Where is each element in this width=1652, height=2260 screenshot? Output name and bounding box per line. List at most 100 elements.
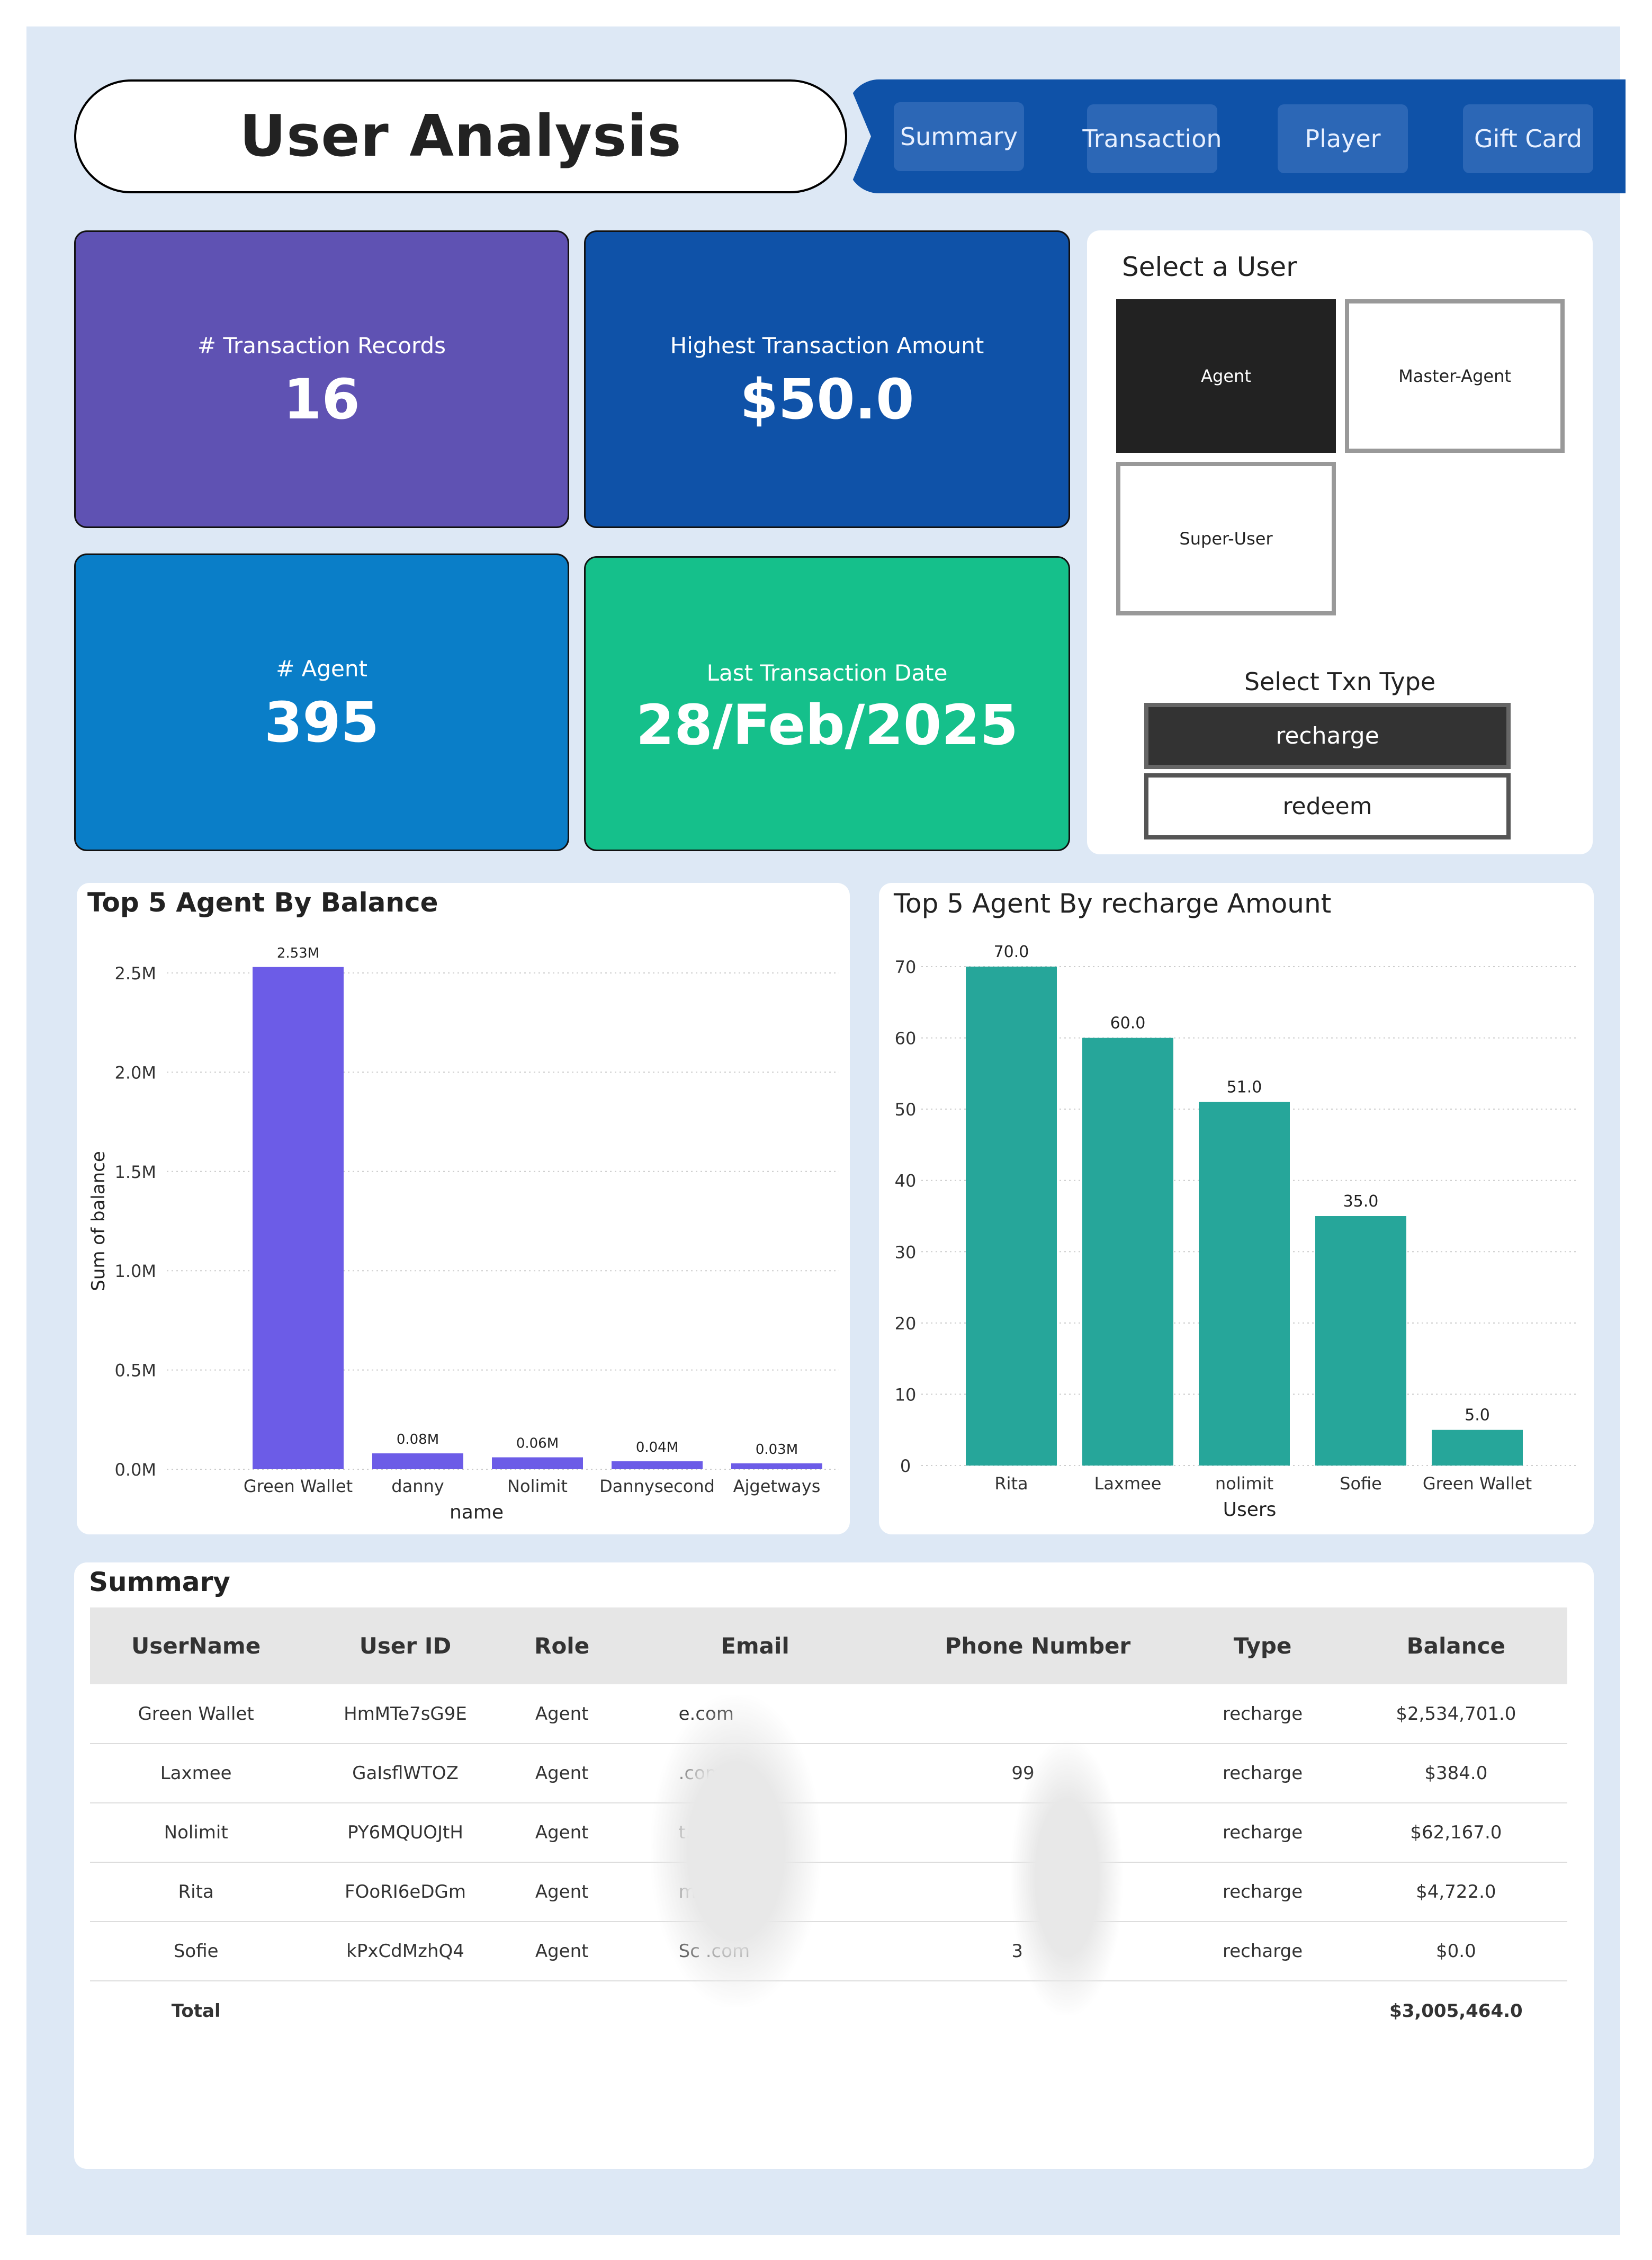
data-label: 0.04M xyxy=(636,1440,678,1455)
y-tick-label: 2.5M xyxy=(115,963,157,984)
table-header-row: UserName User ID Role Email Phone Number… xyxy=(90,1607,1567,1684)
cell-type: recharge xyxy=(1223,1763,1303,1784)
summary-panel: Summary xyxy=(74,1562,1594,2169)
cell-type: recharge xyxy=(1223,1941,1303,1962)
y-axis-label: Sum of balance xyxy=(88,1151,109,1291)
y-tick-label: 20 xyxy=(895,1314,917,1334)
bar xyxy=(1315,1216,1406,1466)
x-axis-label: name xyxy=(450,1502,504,1523)
cell-role: Agent xyxy=(535,1941,589,1962)
cell-user-id: GaIsflWTOZ xyxy=(352,1763,459,1784)
data-label: 35.0 xyxy=(1343,1192,1379,1211)
nav-summary-button[interactable]: Summary xyxy=(894,102,1024,171)
cell-role: Agent xyxy=(535,1763,589,1784)
kpi-card-transaction-records: # Transaction Records 16 xyxy=(74,230,569,528)
y-tick-label: 60 xyxy=(895,1029,917,1049)
cell-balance: $0.0 xyxy=(1436,1941,1476,1962)
bar xyxy=(731,1463,822,1469)
page-title: User Analysis xyxy=(239,103,682,169)
y-tick-label: 50 xyxy=(895,1100,917,1120)
summary-table: UserName User ID Role Email Phone Number… xyxy=(90,1607,1567,2040)
chart-title: Top 5 Agent By Balance xyxy=(87,887,438,918)
cell-balance: $2,534,701.0 xyxy=(1396,1703,1516,1725)
cell-role: Agent xyxy=(535,1822,589,1843)
column-header-user-id[interactable]: User ID xyxy=(359,1633,452,1659)
bar xyxy=(1082,1038,1173,1466)
recharge-bar-chart: 0 10 20 30 40 50 60 70 70.0 Rita 60.0 Laxmee 51.0 nol… xyxy=(895,943,1578,1521)
data-label: 51.0 xyxy=(1227,1078,1262,1097)
user-option-agent[interactable]: Agent xyxy=(1116,299,1336,453)
y-tick-label: 1.0M xyxy=(115,1261,157,1281)
x-tick-label: nolimit xyxy=(1215,1473,1273,1494)
kpi-label: # Agent xyxy=(276,656,367,682)
select-txn-type-title: Select Txn Type xyxy=(1244,667,1436,696)
cell-username: Sofie xyxy=(173,1941,219,1962)
cell-phone xyxy=(895,1684,1180,1744)
chart-panel-recharge: Top 5 Agent By recharge Amount 0 10 20 30 40… xyxy=(879,883,1594,1534)
column-header-role[interactable]: Role xyxy=(534,1633,590,1659)
column-header-username[interactable]: UserName xyxy=(131,1633,261,1659)
cell-balance: $4,722.0 xyxy=(1416,1881,1496,1902)
table-total-row: Total $3,005,464.0 xyxy=(90,1981,1567,2040)
user-option-master-agent[interactable]: Master-Agent xyxy=(1345,299,1565,453)
privacy-blur-phone xyxy=(1011,1740,1123,2015)
bar xyxy=(1199,1102,1290,1466)
y-tick-label: 1.5M xyxy=(115,1162,157,1182)
x-tick-label: Green Wallet xyxy=(1423,1473,1532,1494)
cell-username: Rita xyxy=(178,1881,214,1902)
cell-balance: $384.0 xyxy=(1424,1763,1488,1784)
x-tick-label: Laxmee xyxy=(1094,1473,1162,1494)
total-empty-cell xyxy=(509,1981,615,2040)
y-tick-label: 40 xyxy=(895,1171,917,1191)
data-label: 2.53M xyxy=(277,945,319,961)
page-title-container: User Analysis xyxy=(74,79,847,193)
privacy-blur-email xyxy=(651,1695,821,2007)
select-user-title: Select a User xyxy=(1122,252,1297,282)
bar xyxy=(1432,1430,1523,1466)
nav-gift-card-button[interactable]: Gift Card xyxy=(1463,104,1593,173)
kpi-label: # Transaction Records xyxy=(197,333,446,359)
user-option-super-user[interactable]: Super-User xyxy=(1116,462,1336,615)
y-tick-label: 70 xyxy=(895,957,917,977)
summary-title: Summary xyxy=(89,1567,230,1597)
kpi-card-agent-count: # Agent 395 xyxy=(74,553,569,851)
kpi-card-last-date: Last Transaction Date 28/Feb/2025 xyxy=(584,556,1070,851)
data-label: 60.0 xyxy=(1110,1014,1146,1033)
column-header-phone[interactable]: Phone Number xyxy=(945,1633,1131,1659)
x-tick-label: Rita xyxy=(994,1473,1028,1494)
x-axis-label: Users xyxy=(1223,1499,1277,1521)
table-row[interactable]: RitaFOoRI6eDGmAgentmrecharge$4,722.0 xyxy=(90,1862,1567,1922)
chart-title: Top 5 Agent By recharge Amount xyxy=(894,888,1332,919)
total-label: Total xyxy=(171,2000,221,2022)
cell-user-id: kPxCdMzhQ4 xyxy=(346,1941,464,1962)
txn-option-redeem[interactable]: redeem xyxy=(1144,773,1511,839)
column-header-email[interactable]: Email xyxy=(721,1633,789,1659)
data-label: 0.03M xyxy=(756,1442,798,1458)
data-label: 70.0 xyxy=(994,943,1029,961)
bar xyxy=(253,967,344,1469)
x-tick-label: Sofie xyxy=(1340,1473,1382,1494)
column-header-balance[interactable]: Balance xyxy=(1406,1633,1506,1659)
y-tick-label: 10 xyxy=(895,1384,917,1405)
y-tick-label: 0.0M xyxy=(115,1460,157,1480)
bar xyxy=(966,967,1057,1466)
nav-player-button[interactable]: Player xyxy=(1278,104,1408,173)
balance-bar-chart: 0.0M 0.5M 1.0M 1.5M 2.0M 2.5M 2.53M Green Walle… xyxy=(88,945,839,1523)
cell-role: Agent xyxy=(535,1881,589,1902)
total-empty-cell xyxy=(1180,1981,1344,2040)
x-tick-label: Nolimit xyxy=(507,1476,568,1496)
table-row[interactable]: NolimitPY6MQUOJtHAgentt.comrecharge$62,1… xyxy=(90,1803,1567,1862)
cell-username: Green Wallet xyxy=(138,1703,254,1725)
table-row[interactable]: Green WalletHmMTe7sG9EAgente.comrecharge… xyxy=(90,1684,1567,1744)
cell-type: recharge xyxy=(1223,1703,1303,1725)
table-row[interactable]: SofiekPxCdMzhQ4AgentSc .com3recharge$0.0 xyxy=(90,1922,1567,1981)
bar xyxy=(492,1457,583,1469)
kpi-value: 395 xyxy=(264,690,380,755)
bar xyxy=(612,1461,703,1469)
kpi-value: 16 xyxy=(283,367,360,432)
nav-transaction-button[interactable]: Transaction xyxy=(1082,104,1222,173)
column-header-type[interactable]: Type xyxy=(1233,1633,1292,1659)
total-empty-cell xyxy=(302,1981,508,2040)
txn-option-recharge[interactable]: recharge xyxy=(1144,703,1511,769)
table-row[interactable]: LaxmeeGaIsflWTOZAgent.com99recharge$384.… xyxy=(90,1744,1567,1803)
